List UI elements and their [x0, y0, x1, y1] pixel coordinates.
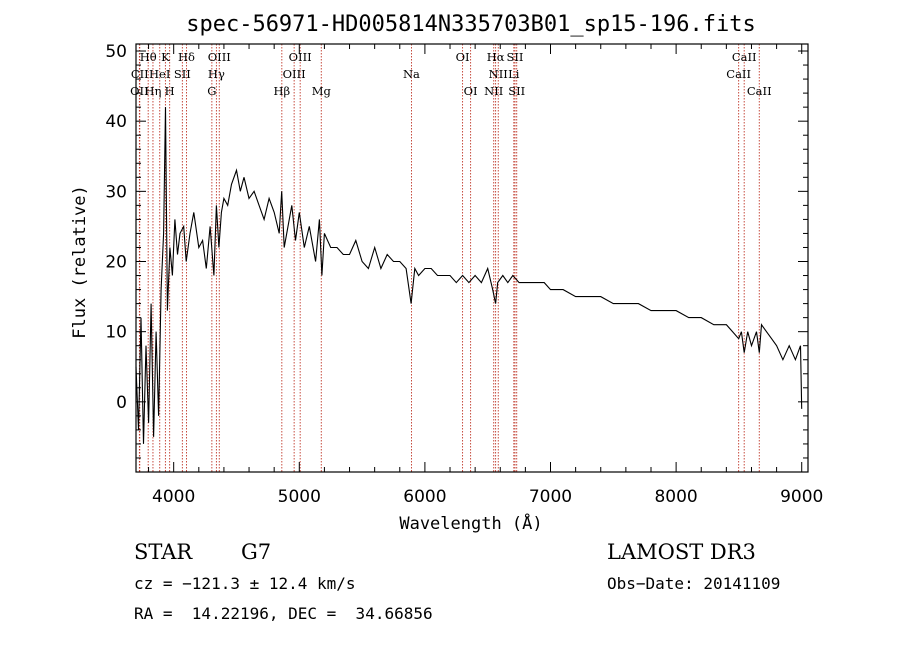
spectral-line-label: Na [403, 67, 420, 81]
object-class: STAR [134, 540, 193, 564]
spectral-line-label: HeI [149, 67, 170, 81]
spectral-line-label: G [207, 84, 216, 98]
x-tick-label: 7000 [529, 487, 572, 507]
y-tick-label: 10 [105, 323, 127, 343]
spectral-line-label: Li [508, 67, 520, 81]
y-tick-label: 30 [105, 182, 127, 202]
spectral-line-label: NII [489, 67, 508, 81]
x-tick-label: 9000 [780, 487, 823, 507]
spectral-line-label: Hβ [273, 84, 290, 98]
x-tick-label: 6000 [403, 487, 446, 507]
chart-title: spec-56971-HD005814N335703B01_sp15-196.f… [186, 12, 756, 37]
spectral-line-label: CaII [726, 67, 751, 81]
spectral-line-label: OI [464, 84, 478, 98]
spectral-line-label: K [161, 50, 170, 64]
spectral-line-label: OIII [289, 50, 312, 64]
spectral-line-label: Hα [487, 50, 505, 64]
spectral-line-label: CaII [747, 84, 772, 98]
spectral-line-label: SII [174, 67, 191, 81]
x-axis-label: Wavelength (Å) [399, 512, 542, 534]
axis-tick-labels: 4000 5000 6000 7000 8000 9000 0 10 20 30 40 50 [105, 42, 823, 507]
spectral-line-label: NII [484, 84, 503, 98]
x-tick-label: 8000 [654, 487, 697, 507]
spectral-line-markers [138, 44, 760, 472]
spectral-line-label: OII [130, 84, 149, 98]
axis-ticks [136, 44, 808, 472]
spectral-line-label: H [165, 84, 175, 98]
object-subclass: G7 [241, 540, 272, 564]
spectral-line-label: Hη [144, 84, 161, 98]
plot-frame [135, 43, 809, 473]
x-tick-label: 4000 [152, 487, 195, 507]
spectral-line-label: OIII [283, 67, 306, 81]
flux-series-line [135, 107, 803, 444]
observation-date: Obs−Date: 20141109 [607, 574, 781, 593]
y-tick-label: 40 [105, 112, 127, 132]
redshift-readout: cz = −121.3 ± 12.4 km/s [134, 574, 356, 593]
y-tick-label: 20 [105, 253, 127, 273]
spectral-line-label: SII [508, 84, 525, 98]
spectral-line-label: Mg [312, 84, 332, 98]
spectral-line-label: Hθ [140, 50, 157, 64]
spectral-line-label: OI [456, 50, 470, 64]
spectral-line-label: SII [506, 50, 523, 64]
y-axis-label: Flux (relative) [70, 185, 90, 339]
spectral-line-label: Hγ [208, 67, 225, 81]
spectral-line-label: CaII [732, 50, 757, 64]
y-tick-label: 0 [116, 393, 127, 413]
x-tick-label: 5000 [278, 487, 321, 507]
spectral-line-label: OIII [208, 50, 231, 64]
survey-label: LAMOST DR3 [607, 540, 756, 564]
y-tick-label: 50 [105, 42, 127, 62]
coordinates-readout: RA = 14.22196, DEC = 34.66856 [134, 604, 433, 623]
spectral-line-label: Hδ [178, 50, 195, 64]
spectral-line-label: CII [131, 67, 149, 81]
